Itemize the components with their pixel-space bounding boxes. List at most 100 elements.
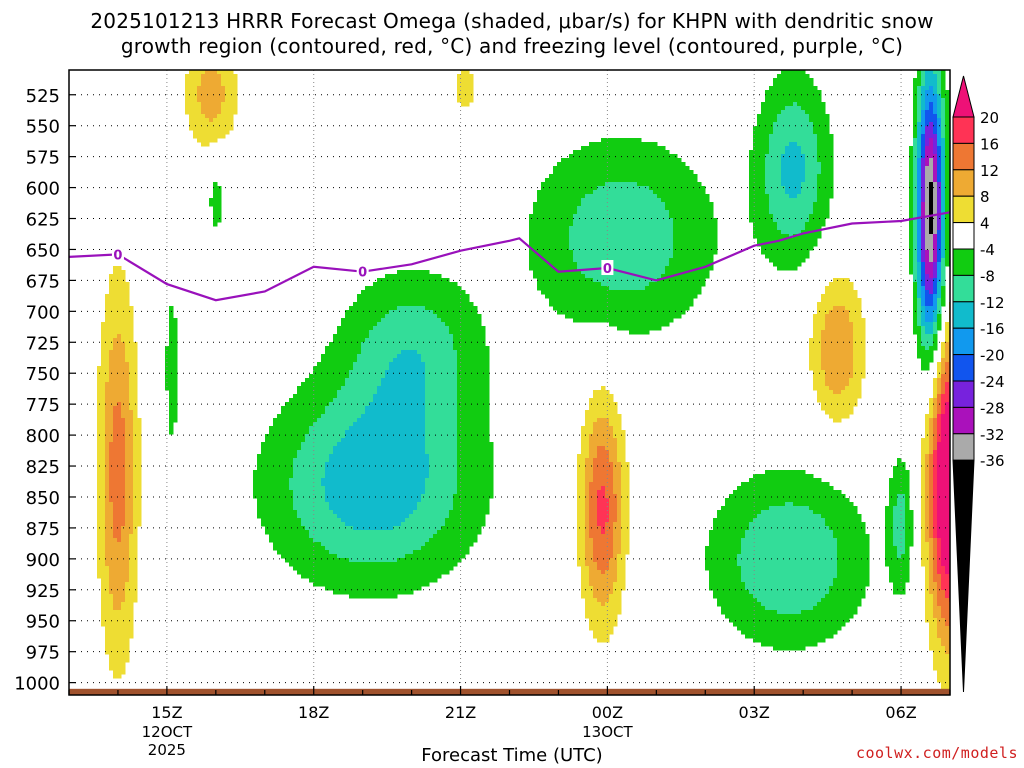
omega-cell xyxy=(449,338,454,343)
omega-cell xyxy=(817,218,822,223)
omega-cell xyxy=(849,362,854,367)
omega-cell xyxy=(565,170,570,175)
omega-cell xyxy=(533,266,538,271)
omega-cell xyxy=(593,186,598,191)
omega-cell xyxy=(385,354,390,359)
omega-cell xyxy=(561,298,566,303)
omega-cell xyxy=(833,310,838,315)
omega-cell xyxy=(849,290,854,295)
omega-cell xyxy=(693,222,698,227)
omega-cell xyxy=(545,286,550,291)
omega-cell xyxy=(477,366,482,371)
omega-cell xyxy=(625,170,630,175)
omega-cell xyxy=(793,138,798,143)
omega-cell xyxy=(569,182,574,187)
omega-cell xyxy=(925,350,930,355)
omega-cell xyxy=(925,198,930,203)
omega-cell xyxy=(769,178,774,183)
omega-cell xyxy=(617,302,622,307)
omega-cell xyxy=(381,358,386,363)
omega-cell xyxy=(397,370,402,375)
omega-cell xyxy=(817,318,822,323)
omega-cell xyxy=(801,162,806,167)
omega-cell xyxy=(201,110,206,115)
omega-cell xyxy=(677,270,682,275)
omega-cell xyxy=(753,202,758,207)
omega-cell xyxy=(637,290,642,295)
omega-cell xyxy=(569,206,574,211)
omega-cell xyxy=(113,270,118,275)
omega-cell xyxy=(333,338,338,343)
omega-cell xyxy=(569,302,574,307)
omega-cell xyxy=(833,362,838,367)
omega-cell xyxy=(785,130,790,135)
omega-cell xyxy=(689,242,694,247)
omega-cell xyxy=(669,234,674,239)
omega-cell xyxy=(581,314,586,319)
omega-cell xyxy=(941,286,946,291)
omega-cell xyxy=(761,146,766,151)
omega-cell xyxy=(577,238,582,243)
omega-cell xyxy=(661,210,666,215)
omega-cell xyxy=(861,350,866,355)
omega-cell xyxy=(109,294,114,299)
omega-cell xyxy=(685,210,690,215)
omega-cell xyxy=(909,174,914,179)
omega-cell xyxy=(925,354,930,359)
omega-cell xyxy=(785,114,790,119)
omega-cell xyxy=(101,342,106,347)
omega-cell xyxy=(837,334,842,339)
omega-cell xyxy=(117,278,122,283)
omega-cell xyxy=(197,114,202,119)
omega-cell xyxy=(917,286,922,291)
omega-cell xyxy=(801,106,806,111)
omega-cell xyxy=(829,366,834,371)
omega-cell xyxy=(169,354,174,359)
omega-cell xyxy=(433,274,438,279)
omega-cell xyxy=(429,366,434,371)
omega-cell xyxy=(601,210,606,215)
omega-cell xyxy=(413,334,418,339)
omega-cell xyxy=(925,74,930,79)
omega-cell xyxy=(785,226,790,231)
omega-cell xyxy=(601,234,606,239)
omega-cell xyxy=(565,218,570,223)
omega-cell xyxy=(557,218,562,223)
omega-cell xyxy=(593,154,598,159)
omega-cell xyxy=(613,314,618,319)
omega-cell xyxy=(457,82,462,87)
omega-cell xyxy=(605,282,610,287)
omega-cell xyxy=(109,354,114,359)
omega-cell xyxy=(785,142,790,147)
omega-cell xyxy=(817,90,822,95)
omega-cell xyxy=(929,126,934,131)
omega-cell xyxy=(857,322,862,327)
omega-cell xyxy=(649,218,654,223)
omega-cell xyxy=(693,234,698,239)
omega-cell xyxy=(805,178,810,183)
omega-cell xyxy=(929,310,934,315)
omega-cell xyxy=(813,334,818,339)
omega-cell xyxy=(809,346,814,351)
omega-cell xyxy=(541,202,546,207)
omega-cell xyxy=(749,182,754,187)
omega-cell xyxy=(585,274,590,279)
omega-cell xyxy=(685,214,690,219)
omega-cell xyxy=(801,182,806,187)
omega-cell xyxy=(793,142,798,147)
omega-cell xyxy=(557,282,562,287)
omega-cell xyxy=(785,94,790,99)
omega-cell xyxy=(633,230,638,235)
omega-cell xyxy=(781,90,786,95)
omega-cell xyxy=(789,146,794,151)
omega-cell xyxy=(657,154,662,159)
omega-cell xyxy=(345,338,350,343)
omega-cell xyxy=(693,274,698,279)
omega-cell xyxy=(637,178,642,183)
omega-cell xyxy=(653,214,658,219)
omega-cell xyxy=(125,342,130,347)
omega-cell xyxy=(785,162,790,167)
omega-cell xyxy=(537,230,542,235)
omega-cell xyxy=(217,70,222,75)
